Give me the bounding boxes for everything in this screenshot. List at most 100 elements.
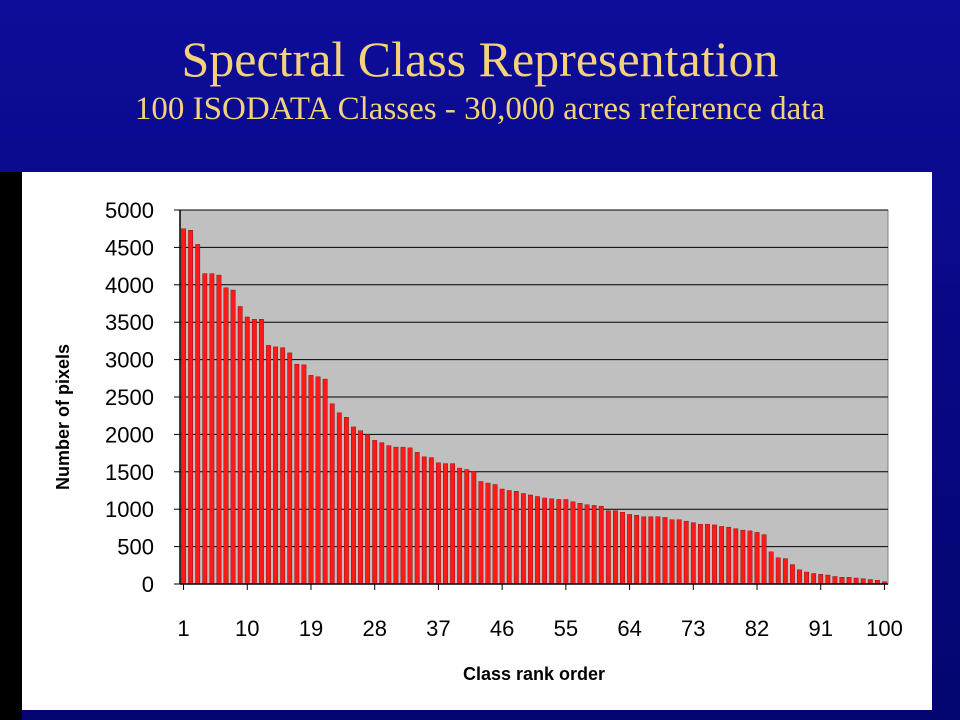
bar	[237, 306, 243, 585]
bar-chart: 0 500 1000 1500 2000 2500 3000 3500 4000 4500 5000…	[53, 198, 903, 684]
bar	[598, 506, 604, 585]
bar	[676, 519, 682, 585]
x-tick-label: 100	[866, 616, 903, 641]
x-tick-label: 19	[299, 616, 323, 641]
bar	[266, 345, 271, 585]
x-tick-label: 55	[554, 616, 578, 641]
bar	[492, 484, 498, 585]
bar	[655, 516, 661, 585]
y-tick-label: 0	[142, 572, 154, 597]
slide-title-block: Spectral Class Representation 100 ISODAT…	[0, 30, 960, 130]
bar	[223, 287, 229, 585]
bar	[230, 289, 236, 585]
bar	[520, 493, 526, 585]
bar	[705, 523, 710, 585]
y-tick-label: 2500	[105, 385, 154, 410]
bar	[273, 346, 278, 585]
x-axis-title: Class rank order	[463, 664, 605, 684]
bar	[811, 573, 817, 585]
bar	[853, 577, 859, 585]
bar	[797, 569, 802, 585]
bar	[747, 530, 753, 585]
bar	[683, 520, 689, 585]
bar	[825, 574, 831, 585]
bar	[343, 416, 349, 585]
y-axis-title: Number of pixels	[53, 344, 73, 490]
bar	[535, 496, 540, 585]
bar	[669, 519, 675, 585]
bar	[761, 534, 767, 585]
x-tick-label: 10	[235, 616, 259, 641]
y-tick-label: 500	[117, 535, 154, 560]
bar	[216, 274, 222, 585]
bar	[478, 481, 484, 585]
y-tick-label: 3000	[105, 348, 154, 373]
bar	[775, 557, 781, 585]
y-tick-label: 1500	[105, 460, 154, 485]
bar	[393, 446, 399, 585]
bar	[244, 316, 250, 585]
bar	[605, 510, 611, 585]
y-tick-labels: 0 500 1000 1500 2000 2500 3000 3500 4000 4500 5000	[105, 198, 180, 597]
bar	[294, 363, 300, 585]
chart-panel: 0 500 1000 1500 2000 2500 3000 3500 4000 4500 5000…	[22, 172, 932, 710]
bar	[790, 564, 795, 585]
bar	[322, 378, 328, 585]
bar	[846, 577, 852, 585]
bar	[719, 526, 725, 585]
bars	[181, 228, 887, 585]
bar	[379, 442, 385, 585]
bar	[506, 490, 512, 585]
bar	[181, 228, 186, 585]
y-tick-label: 4500	[105, 235, 154, 260]
bar	[202, 273, 208, 585]
bar	[400, 446, 406, 585]
y-tick-label: 5000	[105, 198, 154, 223]
x-tick-label: 37	[426, 616, 450, 641]
bar	[570, 501, 576, 585]
bar	[358, 430, 363, 585]
y-tick-label: 1000	[105, 497, 154, 522]
bar	[712, 524, 717, 585]
bar	[513, 491, 519, 585]
bar	[740, 529, 746, 585]
bar	[251, 319, 257, 585]
bar	[662, 517, 668, 585]
bar	[782, 558, 788, 585]
bar	[620, 511, 625, 585]
bar	[372, 440, 378, 585]
x-tick-labels: 1 10 19 28 37 46 55 64 73 82 91 100	[177, 584, 903, 641]
bar	[733, 528, 739, 585]
bar	[457, 467, 463, 585]
bar	[549, 498, 555, 585]
bar	[195, 244, 201, 585]
bar	[634, 514, 640, 585]
bar	[443, 463, 448, 585]
bar	[613, 510, 618, 585]
bar	[351, 426, 356, 585]
bar	[386, 445, 392, 585]
bar	[336, 412, 342, 585]
bar	[648, 516, 654, 585]
bar	[591, 505, 597, 585]
bar	[818, 574, 824, 585]
slide-subtitle: 100 ISODATA Classes - 30,000 acres refer…	[134, 91, 826, 127]
x-tick-label: 82	[745, 616, 769, 641]
bar	[542, 497, 548, 585]
y-tick-label: 4000	[105, 273, 154, 298]
bar	[259, 319, 264, 585]
x-tick-label: 1	[177, 616, 189, 641]
bar	[471, 471, 477, 585]
bar	[690, 522, 696, 585]
bar	[414, 452, 420, 585]
bar	[804, 571, 809, 585]
bar	[839, 577, 845, 585]
bar	[577, 503, 583, 585]
bar	[627, 514, 632, 585]
bar	[280, 347, 286, 585]
bar	[308, 375, 314, 585]
bar	[754, 532, 760, 585]
bar	[421, 456, 427, 585]
bar	[407, 447, 413, 585]
bar	[726, 526, 732, 585]
